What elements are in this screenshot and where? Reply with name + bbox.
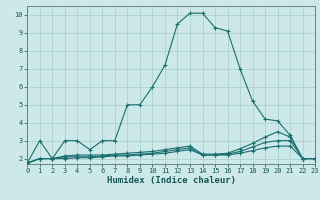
X-axis label: Humidex (Indice chaleur): Humidex (Indice chaleur) [107, 176, 236, 185]
